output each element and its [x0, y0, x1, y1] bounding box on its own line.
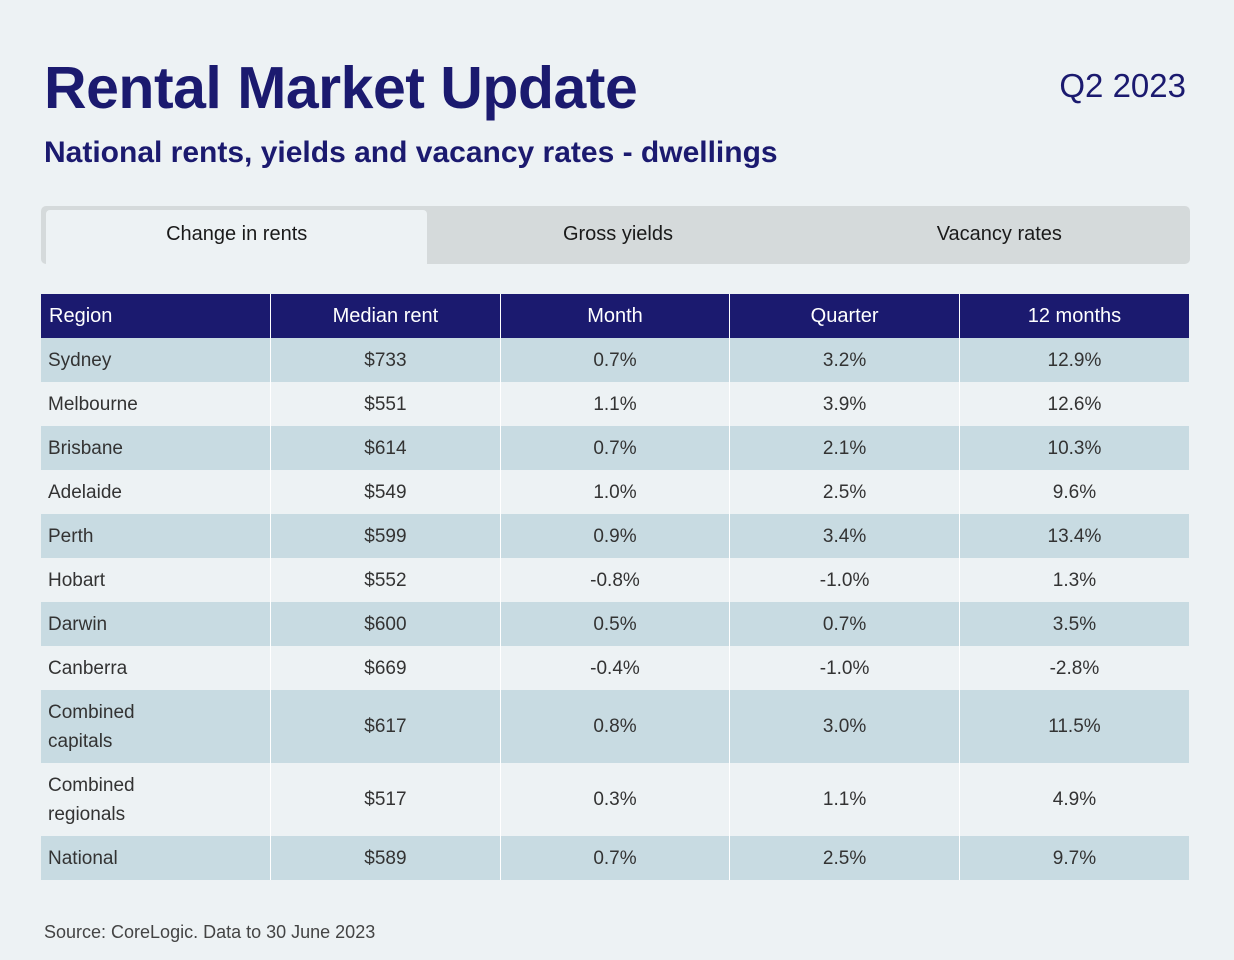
month-change-cell: 0.8%: [500, 690, 731, 763]
region-cell: Canberra: [41, 646, 272, 690]
column-header-median-rent: Median rent: [270, 294, 501, 338]
table-header-row: Region Median rent Month Quarter 12 mont…: [41, 294, 1189, 338]
month-change-cell: 1.1%: [500, 382, 731, 426]
median-rent-cell: $599: [270, 514, 501, 558]
median-rent-cell: $552: [270, 558, 501, 602]
median-rent-cell: $669: [270, 646, 501, 690]
median-rent-cell: $551: [270, 382, 501, 426]
month-change-cell: -0.8%: [500, 558, 731, 602]
table-row: Darwin $600 0.5% 0.7% 3.5%: [41, 602, 1189, 646]
median-rent-cell: $600: [270, 602, 501, 646]
median-rent-cell: $517: [270, 763, 501, 836]
rents-table: Region Median rent Month Quarter 12 mont…: [41, 294, 1189, 880]
column-header-quarter: Quarter: [729, 294, 960, 338]
region-name: Darwin: [48, 613, 108, 635]
page-subtitle: National rents, yields and vacancy rates…: [44, 136, 778, 169]
table-row: Canberra $669 -0.4% -1.0% -2.8%: [41, 646, 1189, 690]
annual-change-cell: 10.3%: [959, 426, 1189, 470]
source-note: Source: CoreLogic. Data to 30 June 2023: [44, 922, 376, 942]
table-row: Hobart $552 -0.8% -1.0% 1.3%: [41, 558, 1189, 602]
month-change-cell: 0.7%: [500, 338, 731, 382]
region-name: Combined capitals: [48, 701, 135, 752]
region-cell: Brisbane: [41, 426, 272, 470]
region-cell: Perth: [41, 514, 272, 558]
tab-gross-yields[interactable]: Gross yields: [562, 222, 673, 245]
region-cell: Sydney: [41, 338, 272, 382]
median-rent-cell: $549: [270, 470, 501, 514]
region-cell: Combined regionals: [41, 763, 272, 836]
table-body: Sydney $733 0.7% 3.2% 12.9% Melbourne $551 1.1%…: [41, 338, 1189, 880]
annual-change-cell: 9.6%: [959, 470, 1189, 514]
region-name: Hobart: [48, 569, 106, 591]
month-change-cell: 0.7%: [500, 426, 731, 470]
table-row: Adelaide $549 1.0% 2.5% 9.6%: [41, 470, 1189, 514]
quarter-change-cell: -1.0%: [729, 646, 960, 690]
region-cell: National: [41, 836, 272, 880]
region-cell: Melbourne: [41, 382, 272, 426]
table-row: Melbourne $551 1.1% 3.9% 12.6%: [41, 382, 1189, 426]
region-name: National: [48, 847, 118, 869]
column-header-region: Region: [41, 294, 272, 338]
tab-vacancy-rates[interactable]: Vacancy rates: [936, 222, 1062, 245]
annual-change-cell: 13.4%: [959, 514, 1189, 558]
column-header-month: Month: [500, 294, 731, 338]
median-rent-cell: $617: [270, 690, 501, 763]
month-change-cell: 0.9%: [500, 514, 731, 558]
annual-change-cell: 11.5%: [959, 690, 1189, 763]
annual-change-cell: 1.3%: [959, 558, 1189, 602]
annual-change-cell: 9.7%: [959, 836, 1189, 880]
quarter-change-cell: -1.0%: [729, 558, 960, 602]
region-name: Brisbane: [48, 437, 123, 459]
month-change-cell: -0.4%: [500, 646, 731, 690]
table-row: Brisbane $614 0.7% 2.1% 10.3%: [41, 426, 1189, 470]
quarter-change-cell: 3.2%: [729, 338, 960, 382]
table-row: National $589 0.7% 2.5% 9.7%: [41, 836, 1189, 880]
table-row: Perth $599 0.9% 3.4% 13.4%: [41, 514, 1189, 558]
region-cell: Adelaide: [41, 470, 272, 514]
quarter-change-cell: 2.5%: [729, 470, 960, 514]
page-title: Rental Market Update: [44, 55, 638, 121]
region-name: Canberra: [48, 657, 128, 679]
quarter-change-cell: 3.9%: [729, 382, 960, 426]
median-rent-cell: $733: [270, 338, 501, 382]
region-name: Adelaide: [48, 481, 122, 503]
table-row: Combined regionals $517 0.3% 1.1% 4.9%: [41, 763, 1189, 836]
annual-change-cell: 4.9%: [959, 763, 1189, 836]
region-name: Perth: [48, 525, 94, 547]
region-name: Combined regionals: [48, 774, 135, 825]
quarter-change-cell: 3.4%: [729, 514, 960, 558]
table-row: Combined capitals $617 0.8% 3.0% 11.5%: [41, 690, 1189, 763]
median-rent-cell: $614: [270, 426, 501, 470]
region-name: Sydney: [48, 349, 112, 371]
month-change-cell: 0.7%: [500, 836, 731, 880]
quarter-change-cell: 1.1%: [729, 763, 960, 836]
annual-change-cell: 12.9%: [959, 338, 1189, 382]
annual-change-cell: 12.6%: [959, 382, 1189, 426]
tab-bar: Change in rents Gross yields Vacancy rat…: [41, 206, 1190, 264]
month-change-cell: 0.3%: [500, 763, 731, 836]
quarter-change-cell: 2.1%: [729, 426, 960, 470]
quarter-change-cell: 2.5%: [729, 836, 960, 880]
region-cell: Darwin: [41, 602, 272, 646]
region-cell: Hobart: [41, 558, 272, 602]
month-change-cell: 0.5%: [500, 602, 731, 646]
month-change-cell: 1.0%: [500, 470, 731, 514]
table-row: Sydney $733 0.7% 3.2% 12.9%: [41, 338, 1189, 382]
quarter-change-cell: 0.7%: [729, 602, 960, 646]
annual-change-cell: 3.5%: [959, 602, 1189, 646]
region-cell: Combined capitals: [41, 690, 272, 763]
tab-change-in-rents[interactable]: Change in rents: [46, 210, 428, 264]
annual-change-cell: -2.8%: [959, 646, 1189, 690]
column-header-12-months: 12 months: [959, 294, 1189, 338]
quarter-change-cell: 3.0%: [729, 690, 960, 763]
period-label: Q2 2023: [1059, 67, 1186, 104]
region-name: Melbourne: [48, 393, 138, 415]
median-rent-cell: $589: [270, 836, 501, 880]
